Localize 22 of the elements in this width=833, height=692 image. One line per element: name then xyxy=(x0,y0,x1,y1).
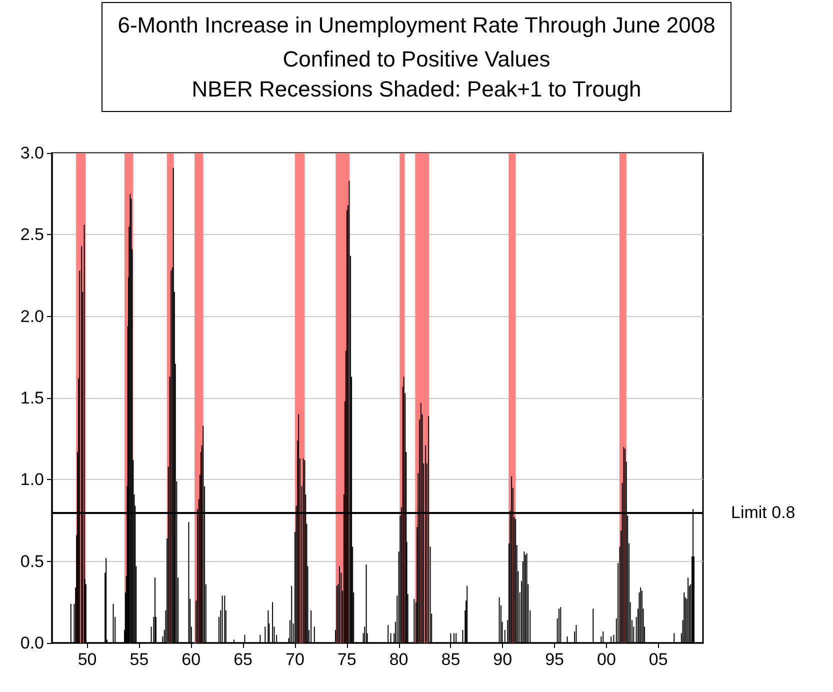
y-tick-label: 3.0 xyxy=(20,144,44,162)
y-tick-label: 1.0 xyxy=(20,470,44,490)
x-tick-label: 05 xyxy=(648,650,668,669)
y-tick-label: 0.5 xyxy=(20,552,44,571)
chart-subtitle: Confined to Positive Values NBER Recessions Shaded: Peak+1 to Trough xyxy=(192,46,642,102)
x-tick-label: 85 xyxy=(441,650,460,669)
x-tick-label: 50 xyxy=(78,650,97,669)
x-tick-label: 95 xyxy=(545,650,564,669)
x-tick-label: 90 xyxy=(493,650,512,669)
x-tick-label: 00 xyxy=(596,650,616,669)
chart-title: 6-Month Increase in Unemployment Rate Through June 2008 xyxy=(118,12,716,38)
x-tick-label: 70 xyxy=(285,650,304,669)
ref-line-label: Limit 0.8 xyxy=(731,502,796,522)
x-tick-label: 65 xyxy=(234,650,253,669)
x-tick-label: 75 xyxy=(337,650,356,669)
y-tick-label: 2.0 xyxy=(20,306,44,326)
y-tick-label: 2.5 xyxy=(20,225,44,244)
y-tick-label: 1.5 xyxy=(20,388,44,408)
y-tick-label: 0.0 xyxy=(20,634,44,652)
x-tick-label: 60 xyxy=(182,650,201,669)
x-tick-label: 55 xyxy=(130,650,149,669)
x-tick-label: 80 xyxy=(389,650,408,669)
